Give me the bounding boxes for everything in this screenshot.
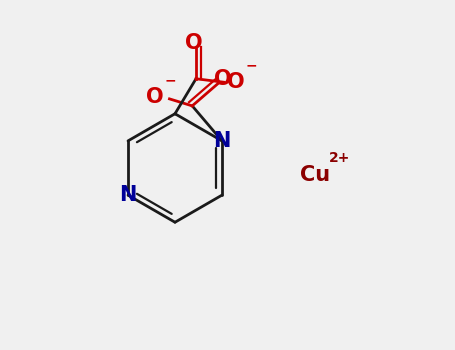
- Text: O: O: [146, 87, 164, 107]
- Text: Cu: Cu: [300, 165, 330, 185]
- Text: −: −: [164, 74, 176, 88]
- Text: O: O: [214, 69, 232, 89]
- Text: O: O: [228, 72, 245, 92]
- Text: 2+: 2+: [329, 150, 350, 164]
- Text: −: −: [246, 59, 258, 73]
- Text: N: N: [213, 131, 231, 151]
- Text: N: N: [119, 185, 136, 205]
- Text: O: O: [186, 33, 203, 53]
